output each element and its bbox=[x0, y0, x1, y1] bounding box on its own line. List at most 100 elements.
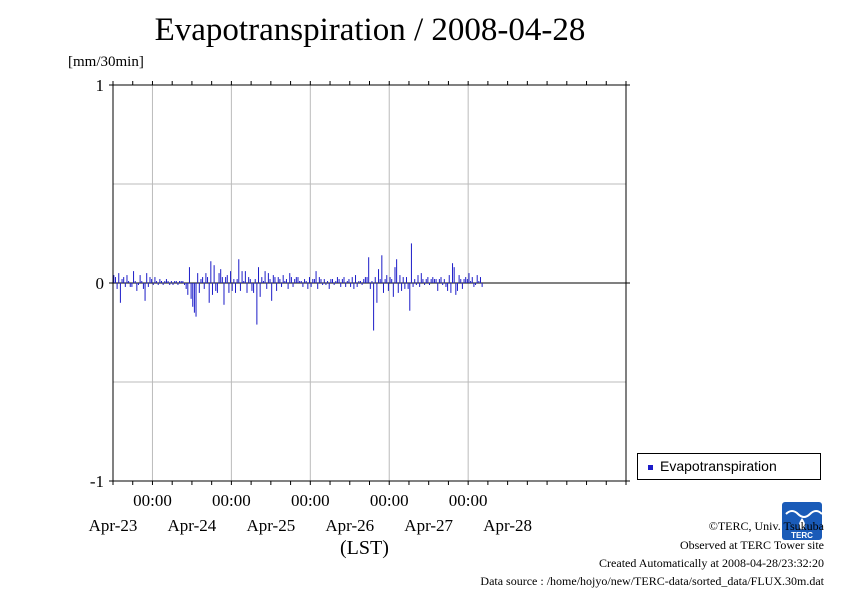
data-bar bbox=[207, 277, 209, 283]
data-bar bbox=[279, 279, 281, 283]
data-bar bbox=[433, 279, 435, 283]
data-bar bbox=[345, 283, 347, 287]
data-bar bbox=[468, 273, 470, 283]
data-bar bbox=[476, 275, 478, 283]
data-bar bbox=[481, 283, 483, 287]
data-bar bbox=[129, 283, 131, 287]
data-bar bbox=[264, 271, 266, 283]
data-bar bbox=[156, 281, 158, 283]
legend-swatch bbox=[648, 465, 653, 470]
data-bar bbox=[364, 277, 366, 283]
data-bar bbox=[410, 243, 412, 283]
data-bar bbox=[172, 283, 174, 285]
y-axis-unit-label: [mm/30min] bbox=[68, 54, 144, 70]
data-bar bbox=[144, 283, 146, 301]
data-bar bbox=[267, 273, 269, 283]
data-bar bbox=[167, 281, 169, 283]
data-bar bbox=[254, 279, 256, 283]
y-tick-label: 1 bbox=[96, 76, 105, 95]
data-bar bbox=[220, 269, 222, 283]
data-bar bbox=[119, 283, 121, 303]
data-bar bbox=[353, 283, 355, 289]
data-bar bbox=[187, 283, 189, 295]
chart-title: Evapotranspiration / 2008-04-28 bbox=[154, 12, 586, 48]
data-bar bbox=[399, 275, 401, 283]
data-bar bbox=[429, 283, 431, 285]
data-bar bbox=[438, 279, 440, 283]
data-bar bbox=[243, 281, 245, 283]
data-bar bbox=[432, 277, 434, 283]
data-bar bbox=[179, 281, 181, 283]
data-bar bbox=[294, 279, 296, 283]
data-bar bbox=[356, 283, 358, 287]
data-bar bbox=[425, 279, 427, 283]
created-text: Created Automatically at 2008-04-28/23:3… bbox=[599, 556, 824, 570]
data-bar bbox=[139, 275, 141, 283]
data-bar bbox=[123, 277, 125, 283]
data-bar bbox=[405, 277, 407, 283]
data-bar bbox=[269, 279, 271, 283]
data-bar bbox=[452, 263, 454, 283]
data-bar bbox=[381, 255, 383, 283]
data-bar bbox=[211, 283, 213, 295]
data-bar bbox=[461, 283, 463, 289]
data-bar bbox=[165, 279, 167, 283]
data-bar bbox=[234, 283, 236, 293]
x-date-label: Apr-24 bbox=[168, 516, 217, 535]
data-bar bbox=[161, 281, 163, 283]
data-bar bbox=[304, 279, 306, 283]
data-bar bbox=[259, 283, 261, 297]
data-bar bbox=[387, 283, 389, 291]
svg-text:TERC: TERC bbox=[791, 531, 813, 540]
data-bar bbox=[336, 277, 338, 283]
data-bar bbox=[157, 283, 159, 285]
data-bar bbox=[479, 277, 481, 283]
data-bar bbox=[154, 277, 156, 283]
data-bar bbox=[215, 283, 217, 291]
data-bar bbox=[414, 279, 416, 283]
data-bar bbox=[169, 283, 171, 285]
data-bar bbox=[419, 283, 421, 287]
data-bar bbox=[128, 281, 130, 283]
data-bar bbox=[450, 283, 452, 293]
data-bar bbox=[180, 281, 182, 283]
data-bar bbox=[343, 277, 345, 283]
data-bar bbox=[470, 281, 472, 283]
data-bar bbox=[233, 279, 235, 283]
data-bar bbox=[282, 275, 284, 283]
data-bar bbox=[379, 279, 381, 283]
data-bar bbox=[281, 283, 283, 287]
x-date-label: Apr-27 bbox=[404, 516, 453, 535]
data-bar bbox=[386, 275, 388, 283]
x-tick-time-label: 00:00 bbox=[133, 491, 172, 510]
data-bar bbox=[244, 271, 246, 283]
data-bar bbox=[310, 283, 312, 287]
data-bar bbox=[401, 283, 403, 291]
data-bar bbox=[442, 283, 444, 285]
data-bar bbox=[320, 279, 322, 283]
data-bar bbox=[327, 281, 329, 283]
data-bar bbox=[460, 279, 462, 283]
data-bar bbox=[216, 283, 218, 293]
x-tick-time-label: 00:00 bbox=[370, 491, 409, 510]
data-bar bbox=[322, 283, 324, 285]
data-bar bbox=[371, 281, 373, 283]
data-bar bbox=[162, 283, 164, 285]
data-bar bbox=[292, 283, 294, 287]
data-bar bbox=[384, 279, 386, 283]
data-bar bbox=[455, 283, 457, 295]
data-bar bbox=[121, 279, 123, 283]
data-bar bbox=[368, 257, 370, 283]
data-bar bbox=[374, 277, 376, 283]
data-bar bbox=[170, 281, 172, 283]
data-bar bbox=[197, 273, 199, 283]
data-bar bbox=[188, 267, 190, 283]
data-bar bbox=[210, 261, 212, 283]
data-bar bbox=[231, 283, 233, 291]
legend-label: Evapotranspiration bbox=[660, 458, 777, 474]
data-bar bbox=[277, 277, 279, 283]
data-bar bbox=[376, 283, 378, 303]
data-bar bbox=[159, 279, 161, 283]
data-bar bbox=[471, 277, 473, 283]
